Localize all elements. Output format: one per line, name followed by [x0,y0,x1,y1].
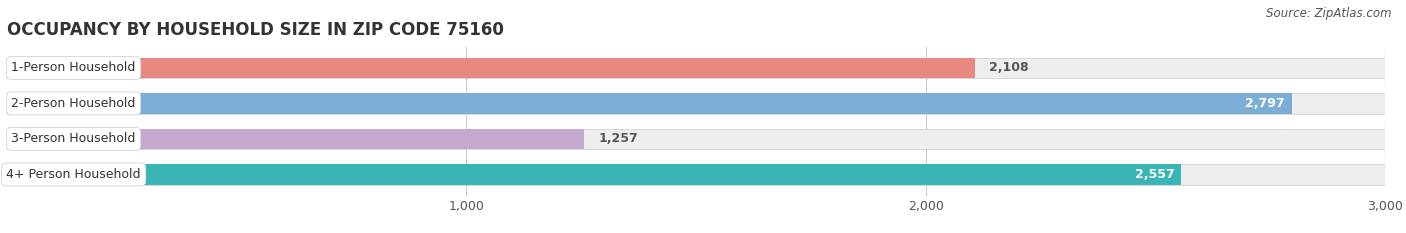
Text: 3-Person Household: 3-Person Household [11,132,136,145]
Text: 2,557: 2,557 [1135,168,1174,181]
Text: Source: ZipAtlas.com: Source: ZipAtlas.com [1267,7,1392,20]
Bar [7,58,1385,78]
Bar [7,164,1181,185]
Bar [7,164,1385,185]
Text: 2,797: 2,797 [1246,97,1285,110]
Text: 2-Person Household: 2-Person Household [11,97,136,110]
Bar [7,93,1385,114]
Bar [7,129,1385,149]
Text: 1,257: 1,257 [598,132,638,145]
Bar [7,129,585,149]
Text: 4+ Person Household: 4+ Person Household [7,168,141,181]
Bar [7,58,976,78]
Text: 2,108: 2,108 [988,62,1029,74]
Text: 1-Person Household: 1-Person Household [11,62,136,74]
Text: OCCUPANCY BY HOUSEHOLD SIZE IN ZIP CODE 75160: OCCUPANCY BY HOUSEHOLD SIZE IN ZIP CODE … [7,21,503,39]
Bar [7,93,1292,114]
